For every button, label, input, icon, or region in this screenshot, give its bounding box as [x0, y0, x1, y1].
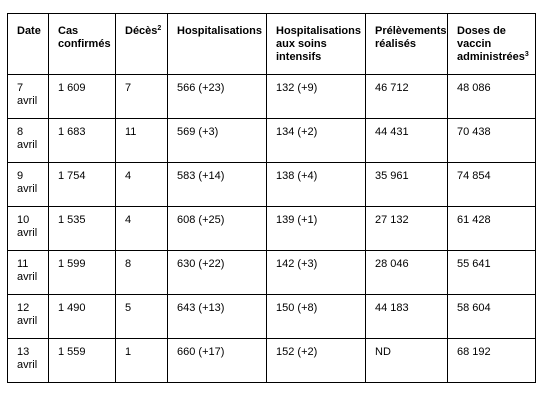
cell-deces: 8 [115, 250, 168, 295]
cell-date: 10 avril [7, 206, 49, 251]
cell-hospitalisations: 583 (+14) [167, 162, 267, 207]
cell-deces: 4 [115, 206, 168, 251]
cell-doses-vaccin: 55 641 [447, 250, 536, 295]
cell-doses-vaccin: 70 438 [447, 118, 536, 163]
table-header-row: Date Cas confirmés Décès2 Hospitalisatio… [7, 13, 536, 75]
cell-date: 13 avril [7, 338, 49, 383]
cell-cas-confirmes: 1 683 [48, 118, 116, 163]
cell-prelevements: 44 431 [365, 118, 448, 163]
header-icu-label: Hospitalisations aux soins intensifs [276, 25, 361, 63]
cell-prelevements: 35 961 [365, 162, 448, 207]
cell-doses-vaccin: 61 428 [447, 206, 536, 251]
cell-hospitalisations: 660 (+17) [167, 338, 267, 383]
cell-doses-vaccin: 58 604 [447, 294, 536, 339]
cell-cas-confirmes: 1 599 [48, 250, 116, 295]
table-body: 7 avril 1 609 7 566 (+23) 132 (+9) 46 712 48 0… [7, 74, 536, 383]
table-row: 9 avril 1 754 4 583 (+14) 138 (+4) 35 961 74 8… [7, 162, 536, 207]
cell-prelevements: 28 046 [365, 250, 448, 295]
header-hosp-label: Hospitalisations [177, 25, 262, 37]
cell-soins-intensifs: 152 (+2) [266, 338, 366, 383]
table-row: 7 avril 1 609 7 566 (+23) 132 (+9) 46 712 48 0… [7, 74, 536, 119]
cell-cas-confirmes: 1 490 [48, 294, 116, 339]
cell-deces: 1 [115, 338, 168, 383]
cell-soins-intensifs: 138 (+4) [266, 162, 366, 207]
cell-date: 8 avril [7, 118, 49, 163]
cell-date: 7 avril [7, 74, 49, 119]
cell-date: 12 avril [7, 294, 49, 339]
header-doses-label: Doses de vaccin administrées [457, 25, 525, 63]
header-cas-label: Cas confirmés [58, 25, 111, 50]
header-date: Date [7, 13, 49, 75]
header-doses-vaccin: Doses de vaccin administrées3 [447, 13, 536, 75]
cell-hospitalisations: 566 (+23) [167, 74, 267, 119]
header-soins-intensifs: Hospitalisations aux soins intensifs [266, 13, 366, 75]
cell-hospitalisations: 630 (+22) [167, 250, 267, 295]
covid-stats-table: Date Cas confirmés Décès2 Hospitalisatio… [7, 13, 536, 383]
footnote-marker-doses: 3 [524, 51, 529, 58]
cell-deces: 11 [115, 118, 168, 163]
cell-prelevements: 46 712 [365, 74, 448, 119]
table-row: 8 avril 1 683 11 569 (+3) 134 (+2) 44 431 70 4… [7, 118, 536, 163]
cell-prelevements: 27 132 [365, 206, 448, 251]
cell-date: 11 avril [7, 250, 49, 295]
header-prelevements: Prélèvements réalisés [365, 13, 448, 75]
cell-soins-intensifs: 139 (+1) [266, 206, 366, 251]
header-hospitalisations: Hospitalisations [167, 13, 267, 75]
cell-soins-intensifs: 142 (+3) [266, 250, 366, 295]
cell-cas-confirmes: 1 535 [48, 206, 116, 251]
cell-cas-confirmes: 1 559 [48, 338, 116, 383]
header-deces-label: Décès [125, 25, 158, 37]
cell-deces: 4 [115, 162, 168, 207]
cell-hospitalisations: 643 (+13) [167, 294, 267, 339]
cell-deces: 5 [115, 294, 168, 339]
cell-prelevements: ND [365, 338, 448, 383]
header-cas-confirmes: Cas confirmés [48, 13, 116, 75]
cell-soins-intensifs: 132 (+9) [266, 74, 366, 119]
cell-cas-confirmes: 1 609 [48, 74, 116, 119]
header-prel-label: Prélèvements réalisés [375, 25, 447, 50]
table-row: 13 avril 1 559 1 660 (+17) 152 (+2) ND 68 192 [7, 338, 536, 383]
cell-hospitalisations: 608 (+25) [167, 206, 267, 251]
cell-doses-vaccin: 74 854 [447, 162, 536, 207]
cell-doses-vaccin: 48 086 [447, 74, 536, 119]
table-row: 10 avril 1 535 4 608 (+25) 139 (+1) 27 132 61 … [7, 206, 536, 251]
header-date-label: Date [17, 25, 41, 37]
footnote-marker-deces: 2 [157, 25, 162, 32]
cell-doses-vaccin: 68 192 [447, 338, 536, 383]
cell-prelevements: 44 183 [365, 294, 448, 339]
cell-cas-confirmes: 1 754 [48, 162, 116, 207]
cell-deces: 7 [115, 74, 168, 119]
cell-hospitalisations: 569 (+3) [167, 118, 267, 163]
cell-soins-intensifs: 150 (+8) [266, 294, 366, 339]
header-deces: Décès2 [115, 13, 168, 75]
cell-soins-intensifs: 134 (+2) [266, 118, 366, 163]
table-row: 11 avril 1 599 8 630 (+22) 142 (+3) 28 046 55 … [7, 250, 536, 295]
cell-date: 9 avril [7, 162, 49, 207]
table-row: 12 avril 1 490 5 643 (+13) 150 (+8) 44 183 58 … [7, 294, 536, 339]
